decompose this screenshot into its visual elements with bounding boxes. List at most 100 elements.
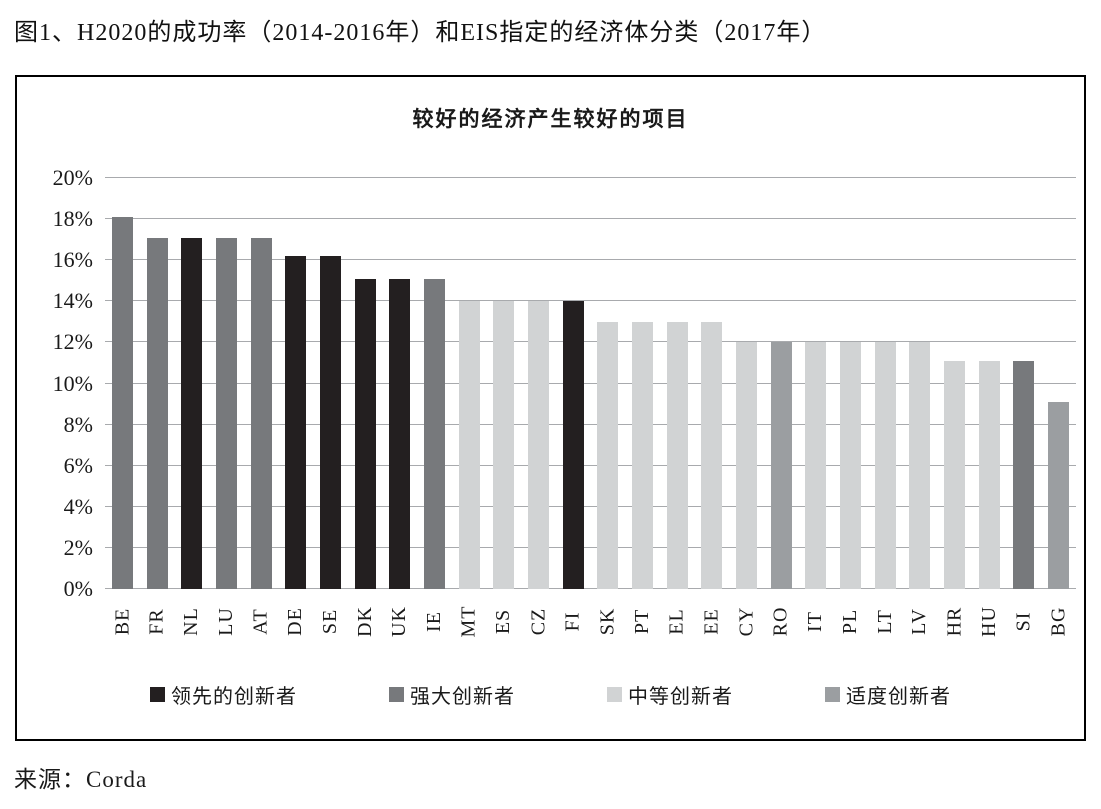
bar-slot <box>209 178 244 589</box>
gridline <box>105 218 1076 220</box>
x-tick-label: CY <box>734 606 757 636</box>
x-tick-label: HR <box>942 606 965 636</box>
x-tick-label: DE <box>284 606 307 636</box>
x-tick-label: EL <box>665 607 688 635</box>
bar-slot <box>140 178 175 589</box>
legend: 领先的创新者 强大创新者 中等创新者 适度创新者 <box>17 675 1084 713</box>
bar-IT <box>805 342 827 589</box>
bar-slot <box>590 178 625 589</box>
gridline <box>105 505 1076 507</box>
bar-ES <box>493 301 515 589</box>
gridline <box>105 464 1076 466</box>
bar-slot <box>174 178 209 589</box>
bar-slot <box>1006 178 1041 589</box>
x-tick-label: LU <box>214 606 237 636</box>
y-tick-label: 8% <box>63 411 93 437</box>
bar-slot <box>244 178 279 589</box>
gridline <box>105 300 1076 302</box>
bar-slot <box>902 178 937 589</box>
x-tick-label: PL <box>838 608 861 634</box>
x-tick-label: RO <box>769 606 792 636</box>
bar-slot <box>417 178 452 589</box>
x-tick-label: SE <box>318 608 341 634</box>
x-tick-label: PT <box>630 608 653 634</box>
bar-HR <box>943 360 965 589</box>
bar-slot <box>1041 178 1076 589</box>
legend-label: 领先的创新者 <box>171 685 297 708</box>
x-tick-label: HU <box>977 605 1000 637</box>
bar-DK <box>354 278 376 589</box>
gridline <box>105 546 1076 548</box>
legend-label: 强大创新者 <box>410 685 515 708</box>
x-tick-label: IE <box>422 610 445 632</box>
x-tick-label: UK <box>388 605 411 637</box>
y-tick-label: 2% <box>63 534 93 560</box>
bars <box>105 178 1076 589</box>
x-tick-label: NL <box>180 606 203 636</box>
bar-slot <box>729 178 764 589</box>
x-tick-label: BE <box>110 607 133 635</box>
bar-EL <box>666 321 688 589</box>
bar-SI <box>1013 360 1035 589</box>
x-tick-label: MT <box>457 605 480 637</box>
legend-swatch-modest-icon <box>825 686 840 702</box>
x-tick-label: FI <box>561 611 584 631</box>
bar-HU <box>978 360 1000 589</box>
bar-slot <box>105 178 140 589</box>
gridline <box>105 382 1076 384</box>
x-tick-label: BG <box>1046 606 1069 636</box>
x-tick-label: IT <box>804 610 827 632</box>
bar-LT <box>874 342 896 589</box>
bar-LV <box>909 342 931 589</box>
y-tick-label: 12% <box>52 329 93 355</box>
gridline <box>105 177 1076 178</box>
legend-item-strong: 强大创新者 <box>389 680 515 709</box>
x-tick-label: EE <box>700 607 723 635</box>
bar-AT <box>250 237 272 589</box>
bar-slot <box>452 178 487 589</box>
legend-label: 中等创新者 <box>628 685 733 708</box>
y-axis: 0% 2% 4% 6% 8% 10% 12% 14% 16% 18% 20% <box>17 165 97 601</box>
x-tick-label: AT <box>249 607 272 635</box>
y-tick-label: 18% <box>52 206 93 232</box>
bar-PL <box>839 342 861 589</box>
plot-area <box>105 177 1076 589</box>
legend-swatch-strong-icon <box>389 686 404 702</box>
gridlines <box>105 177 1076 589</box>
bar-PT <box>631 321 653 589</box>
bar-UK <box>389 278 411 589</box>
bar-BE <box>111 217 133 589</box>
bar-FI <box>562 301 584 589</box>
x-tick-label: FR <box>145 607 168 635</box>
bar-DE <box>285 256 307 589</box>
gridline <box>105 341 1076 343</box>
bar-slot <box>937 178 972 589</box>
bar-BG <box>1047 402 1069 589</box>
x-tick-label: LT <box>873 608 896 634</box>
x-tick-label: LV <box>908 607 931 635</box>
y-tick-label: 4% <box>63 493 93 519</box>
bar-slot <box>972 178 1007 589</box>
bar-CY <box>735 342 757 589</box>
bar-slot <box>833 178 868 589</box>
bar-slot <box>625 178 660 589</box>
bar-slot <box>694 178 729 589</box>
bar-NL <box>181 237 203 589</box>
bar-SK <box>597 321 619 589</box>
legend-label: 适度创新者 <box>846 685 951 708</box>
x-tick-label: SK <box>596 607 619 635</box>
source-note: 来源：Corda <box>14 767 148 792</box>
bar-slot <box>313 178 348 589</box>
bar-slot <box>486 178 521 589</box>
bar-EE <box>701 321 723 589</box>
legend-swatch-moderate-icon <box>607 686 622 702</box>
x-tick-label: ES <box>492 608 515 634</box>
bar-LU <box>215 237 237 589</box>
gridline <box>105 423 1076 425</box>
gridline <box>105 259 1076 261</box>
y-tick-label: 16% <box>52 247 93 273</box>
figure-title: 图1、H2020的成功率（2014-2016年）和EIS指定的经济体分类（201… <box>14 20 827 46</box>
bar-RO <box>770 342 792 589</box>
legend-item-modest: 适度创新者 <box>825 680 951 709</box>
